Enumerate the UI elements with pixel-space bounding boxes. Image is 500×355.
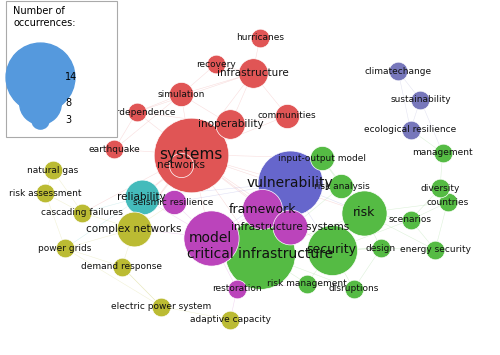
Point xyxy=(283,113,291,119)
Point xyxy=(303,281,311,286)
Point xyxy=(258,207,266,212)
Text: critical infrastructure: critical infrastructure xyxy=(187,246,333,261)
Text: ecological resilience: ecological resilience xyxy=(364,125,456,134)
Point xyxy=(248,70,256,76)
Point xyxy=(256,251,264,256)
Point xyxy=(132,109,140,115)
Text: 3: 3 xyxy=(65,115,71,125)
Point xyxy=(110,146,118,152)
Point xyxy=(286,180,294,186)
Text: infrastructure: infrastructure xyxy=(216,68,288,78)
Text: risk analysis: risk analysis xyxy=(314,182,370,191)
Text: restoration: restoration xyxy=(212,284,262,293)
Text: security: security xyxy=(306,244,356,257)
Point xyxy=(118,264,126,269)
Point xyxy=(226,317,234,322)
Point xyxy=(158,304,166,310)
Point xyxy=(286,224,294,230)
Point xyxy=(318,155,326,161)
Point xyxy=(130,226,138,231)
Point xyxy=(350,286,358,292)
Text: electric power system: electric power system xyxy=(111,302,212,311)
Text: reliability: reliability xyxy=(117,192,166,202)
Text: vulnerability: vulnerability xyxy=(246,176,333,190)
Point xyxy=(406,217,414,223)
Text: management: management xyxy=(412,148,473,157)
Text: Number of
occurrences:: Number of occurrences: xyxy=(14,6,76,28)
Text: inoperability: inoperability xyxy=(198,120,263,130)
Text: simulation: simulation xyxy=(158,90,205,99)
Text: interdependence: interdependence xyxy=(98,108,176,116)
Text: climatechange: climatechange xyxy=(364,67,432,76)
Point xyxy=(36,118,44,123)
Point xyxy=(438,150,446,155)
Text: power grids: power grids xyxy=(38,244,92,253)
Point xyxy=(49,168,57,173)
Text: energy security: energy security xyxy=(400,246,470,255)
Text: systems: systems xyxy=(160,147,222,162)
Point xyxy=(36,100,44,106)
Point xyxy=(416,97,424,103)
Text: seismic resilience: seismic resilience xyxy=(134,198,214,207)
Text: risk: risk xyxy=(352,206,375,219)
Point xyxy=(338,184,345,189)
Point xyxy=(436,185,444,191)
Text: design: design xyxy=(366,244,396,253)
Point xyxy=(138,194,145,200)
Text: input-output model: input-output model xyxy=(278,154,366,163)
Text: 14: 14 xyxy=(65,72,78,82)
Point xyxy=(377,245,385,251)
Text: risk management: risk management xyxy=(267,279,347,288)
Point xyxy=(212,61,220,67)
Point xyxy=(444,200,452,205)
Point xyxy=(233,286,241,292)
Point xyxy=(394,69,402,74)
Text: infrastructure systems: infrastructure systems xyxy=(230,222,349,232)
Text: framework: framework xyxy=(228,203,296,216)
Text: diversity: diversity xyxy=(420,184,460,193)
Point xyxy=(177,162,185,168)
Text: networks: networks xyxy=(157,160,205,170)
Text: scenarios: scenarios xyxy=(389,215,432,224)
Point xyxy=(187,152,195,157)
Text: earthquake: earthquake xyxy=(88,145,141,154)
Text: 8: 8 xyxy=(65,98,71,108)
Text: cascading failures: cascading failures xyxy=(42,208,123,217)
Point xyxy=(78,210,86,216)
Text: risk assessment: risk assessment xyxy=(9,189,82,198)
Point xyxy=(206,235,214,240)
Text: model: model xyxy=(189,231,232,245)
Point xyxy=(170,200,177,205)
Text: adaptive capacity: adaptive capacity xyxy=(190,315,271,324)
Point xyxy=(256,35,264,41)
FancyBboxPatch shape xyxy=(6,1,117,137)
Text: natural gas: natural gas xyxy=(27,166,78,175)
Point xyxy=(36,74,44,80)
Text: sustainability: sustainability xyxy=(390,95,450,104)
Point xyxy=(177,92,185,97)
Text: demand response: demand response xyxy=(82,262,162,271)
Text: communities: communities xyxy=(258,111,316,120)
Point xyxy=(431,247,439,253)
Text: countries: countries xyxy=(426,198,469,207)
Text: recovery: recovery xyxy=(196,60,235,69)
Point xyxy=(42,191,50,196)
Point xyxy=(226,122,234,127)
Point xyxy=(61,245,69,251)
Text: hurricanes: hurricanes xyxy=(236,33,284,42)
Point xyxy=(360,210,368,216)
Text: disruptions: disruptions xyxy=(328,284,379,293)
Text: complex networks: complex networks xyxy=(86,224,182,234)
Point xyxy=(328,247,336,253)
Point xyxy=(406,127,414,133)
